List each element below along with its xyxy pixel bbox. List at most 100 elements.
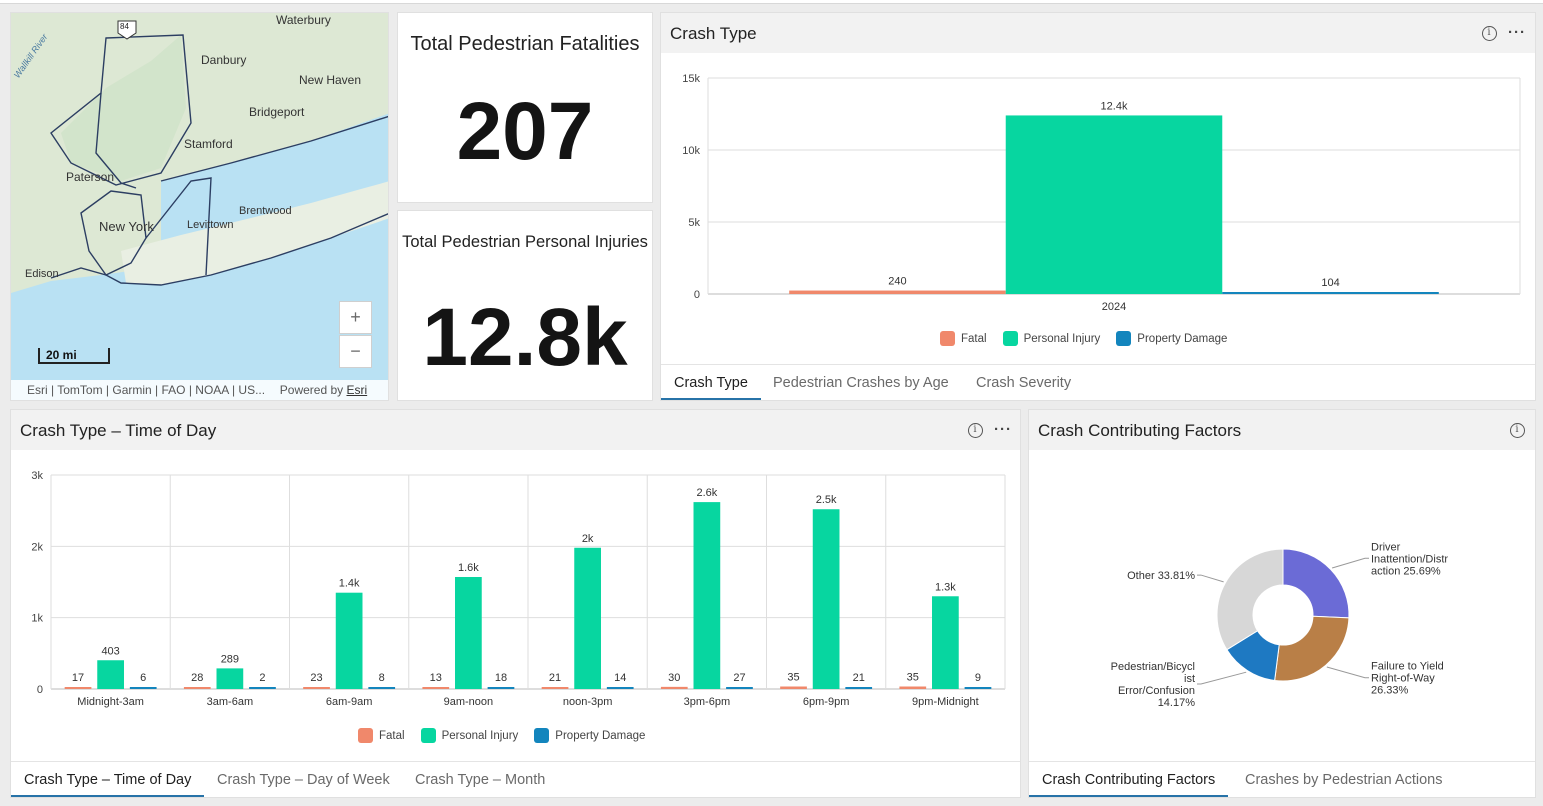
data-label: 14 bbox=[614, 672, 626, 684]
bar-fatal bbox=[789, 290, 1006, 294]
legend-label: Property Damage bbox=[1137, 332, 1228, 345]
tab-crashes-by-age[interactable]: Pedestrian Crashes by Age bbox=[773, 375, 949, 391]
x-tick-label: 3am-6am bbox=[207, 696, 253, 708]
data-label: 403 bbox=[101, 645, 119, 657]
legend-swatch-property bbox=[534, 728, 550, 743]
data-label: 13 bbox=[430, 672, 442, 684]
slice-label: 26.33% bbox=[1371, 685, 1409, 697]
bar-fatal bbox=[64, 687, 92, 689]
map-panel[interactable]: 84 Waterbury Danbury New Haven Bridgepor… bbox=[10, 12, 389, 401]
data-label: 23 bbox=[310, 672, 322, 684]
pie-slice bbox=[1216, 548, 1284, 651]
minus-icon: − bbox=[350, 341, 361, 361]
slice-label: Error/Confusion bbox=[1118, 685, 1195, 697]
legend-item-fatal[interactable]: Fatal bbox=[940, 331, 987, 346]
slice-label: action 25.69% bbox=[1371, 565, 1441, 577]
data-label: 1.3k bbox=[935, 581, 956, 593]
legend-label: Personal Injury bbox=[441, 729, 519, 742]
data-label: 2.5k bbox=[816, 494, 837, 506]
x-tick-label: 2024 bbox=[1102, 301, 1126, 313]
data-label: 104 bbox=[1321, 277, 1339, 289]
slice-label: 14.17% bbox=[1158, 697, 1196, 709]
data-label: 27 bbox=[733, 672, 745, 684]
crash-type-tabs: Crash Type Pedestrian Crashes by Age Cra… bbox=[661, 364, 1535, 400]
bar-personal-injury bbox=[693, 502, 721, 689]
leader-line bbox=[1197, 671, 1247, 685]
tab-time-of-day[interactable]: Crash Type – Time of Day bbox=[11, 762, 205, 797]
time-of-day-tabs: Crash Type – Time of Day Crash Type – Da… bbox=[11, 761, 1020, 797]
data-label: 289 bbox=[221, 653, 239, 665]
info-icon[interactable]: i bbox=[964, 419, 986, 441]
map-label-new-york: New York bbox=[99, 219, 154, 234]
long-island bbox=[121, 181, 388, 285]
data-label: 1.6k bbox=[458, 562, 479, 574]
map-label-new-haven: New Haven bbox=[299, 73, 362, 87]
data-label: 35 bbox=[787, 672, 799, 684]
tab-day-of-week[interactable]: Crash Type – Day of Week bbox=[217, 772, 390, 788]
bar-property-damage bbox=[726, 687, 753, 689]
county-boundary-sound bbox=[160, 115, 388, 182]
data-label: 35 bbox=[907, 672, 919, 684]
pie-slice bbox=[1282, 548, 1350, 619]
map-label-bridgeport: Bridgeport bbox=[249, 105, 305, 119]
y-tick-label: 0 bbox=[37, 684, 43, 696]
map-attribution: Esri | TomTom | Garmin | FAO | NOAA | US… bbox=[11, 380, 388, 400]
x-tick-label: 3pm-6pm bbox=[684, 696, 730, 708]
legend-label: Fatal bbox=[379, 729, 405, 742]
injuries-title: Total Pedestrian Personal Injuries bbox=[402, 233, 648, 251]
info-icon[interactable]: i bbox=[1478, 22, 1500, 44]
time-of-day-header: Crash Type – Time of Day i ··· bbox=[11, 410, 1020, 450]
tab-crash-type[interactable]: Crash Type bbox=[661, 365, 761, 400]
crash-type-title: Crash Type bbox=[670, 24, 757, 43]
zoom-out-button[interactable]: − bbox=[339, 335, 372, 368]
esri-link[interactable]: Esri bbox=[346, 383, 368, 397]
y-tick-label: 5k bbox=[688, 217, 700, 229]
info-icon[interactable]: i bbox=[1506, 419, 1528, 441]
pie-slice bbox=[1274, 615, 1350, 682]
time-of-day-chart: 0 1k 2k 3k Midnight-3am 17 403 6 3am-6am 28 289 2 6a… bbox=[31, 470, 1006, 708]
bar-personal-injury bbox=[1005, 115, 1223, 294]
legend-swatch-injury bbox=[420, 728, 436, 743]
map-canvas[interactable] bbox=[11, 13, 389, 401]
attribution-text: Esri | TomTom | Garmin | FAO | NOAA | US… bbox=[27, 383, 266, 397]
zoom-in-button[interactable]: + bbox=[339, 301, 372, 334]
tab-pedestrian-actions[interactable]: Crashes by Pedestrian Actions bbox=[1245, 772, 1443, 788]
legend-item-injury[interactable]: Personal Injury bbox=[420, 728, 519, 743]
slice-label: Pedestrian/Bicycl bbox=[1111, 661, 1195, 673]
highway-shield-icon bbox=[117, 20, 137, 40]
bar-personal-injury bbox=[216, 668, 244, 689]
data-label: 6 bbox=[140, 672, 146, 684]
tab-contributing-factors[interactable]: Crash Contributing Factors bbox=[1029, 762, 1229, 797]
data-label: 21 bbox=[853, 672, 865, 684]
legend-item-fatal[interactable]: Fatal bbox=[358, 728, 405, 743]
legend-item-property[interactable]: Property Damage bbox=[1116, 331, 1227, 346]
data-label: 12.4k bbox=[1101, 100, 1128, 112]
bar-property-damage bbox=[1222, 292, 1439, 294]
bar-fatal bbox=[780, 686, 807, 689]
legend-item-property[interactable]: Property Damage bbox=[534, 728, 645, 743]
bar-personal-injury bbox=[455, 577, 482, 689]
bar-fatal bbox=[541, 687, 569, 689]
injuries-value: 12.8k bbox=[422, 292, 628, 383]
y-tick-label: 3k bbox=[31, 470, 43, 482]
time-of-day-panel: Crash Type – Time of Day i ··· 0 1k 2k 3k Mi… bbox=[10, 409, 1021, 798]
tab-crash-severity[interactable]: Crash Severity bbox=[976, 375, 1072, 391]
time-of-day-title: Crash Type – Time of Day bbox=[20, 421, 217, 440]
tab-month[interactable]: Crash Type – Month bbox=[415, 772, 546, 788]
crash-type-legend: Fatal Personal Injury Property Damage bbox=[940, 331, 1243, 346]
x-tick-label: noon-3pm bbox=[563, 696, 613, 708]
fatalities-title: Total Pedestrian Fatalities bbox=[410, 33, 640, 55]
highway-shield-label: 84 bbox=[120, 22, 129, 31]
x-tick-label: 9pm-Midnight bbox=[912, 696, 979, 708]
legend-item-injury[interactable]: Personal Injury bbox=[1002, 331, 1100, 346]
factors-title: Crash Contributing Factors bbox=[1038, 421, 1242, 440]
data-label: 1.4k bbox=[339, 578, 360, 590]
map-label-edison: Edison bbox=[25, 268, 59, 280]
more-options-icon[interactable]: ··· bbox=[994, 421, 1012, 438]
bar-personal-injury bbox=[97, 660, 124, 689]
bar-personal-injury bbox=[812, 509, 840, 689]
bar-property-damage bbox=[249, 687, 276, 689]
slice-label: Failure to Yield bbox=[1371, 661, 1444, 673]
legend-swatch-fatal bbox=[940, 331, 955, 346]
more-options-icon[interactable]: ··· bbox=[1508, 24, 1526, 41]
